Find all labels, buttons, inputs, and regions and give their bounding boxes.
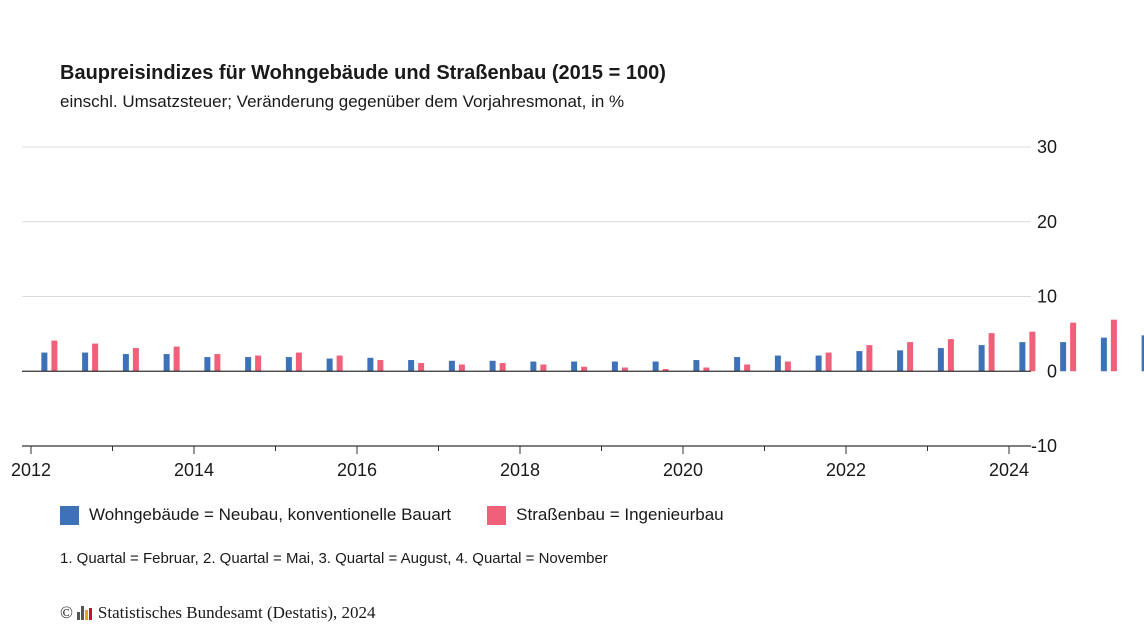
copyright-symbol: © xyxy=(60,603,73,622)
bar-series1[interactable] xyxy=(122,354,129,372)
bar-series2[interactable] xyxy=(1029,331,1036,372)
bar-series2[interactable] xyxy=(1110,319,1117,372)
bar-series1[interactable] xyxy=(652,361,659,372)
x-tick-label: 2016 xyxy=(337,460,377,480)
legend-swatch-series2 xyxy=(487,505,507,525)
source-text: Statistisches Bundesamt (Destatis), 2024 xyxy=(97,603,376,622)
legend: Wohngebäude = Neubau, konventionelle Bau… xyxy=(60,505,724,525)
gridlines xyxy=(22,146,1031,297)
bar-series2[interactable] xyxy=(662,369,669,372)
bar-series2[interactable] xyxy=(947,339,954,372)
bar-series1[interactable] xyxy=(245,357,252,372)
bar-series2[interactable] xyxy=(703,367,710,372)
bar-series2[interactable] xyxy=(744,364,751,372)
bar-series1[interactable] xyxy=(326,358,333,372)
bar-series2[interactable] xyxy=(458,364,465,372)
legend-item-series1[interactable]: Wohngebäude = Neubau, konventionelle Bau… xyxy=(60,505,451,525)
bar-series2[interactable] xyxy=(418,363,425,372)
bar-series1[interactable] xyxy=(693,360,700,372)
legend-label-series2: Straßenbau = Ingenieurbau xyxy=(516,505,724,524)
bar-series2[interactable] xyxy=(1070,322,1077,372)
bar-series1[interactable] xyxy=(611,361,618,372)
bar-series1[interactable] xyxy=(1060,342,1067,372)
x-tick-label: 2012 xyxy=(11,460,51,480)
source-line: © Statistisches Bundesamt (Destatis), 20… xyxy=(60,603,376,623)
bar-series2[interactable] xyxy=(907,342,914,372)
bar-series1[interactable] xyxy=(734,357,741,372)
bar-series1[interactable] xyxy=(367,357,374,372)
x-tick-label: 2014 xyxy=(174,460,214,480)
bar-series2[interactable] xyxy=(51,340,58,372)
axes: -10 0 10 20 30 2012 2014 2016 2018 2020 2022 2024 xyxy=(11,137,1057,480)
x-tick-label: 2024 xyxy=(989,460,1029,480)
x-tick-label: 2018 xyxy=(500,460,540,480)
bar-series1[interactable] xyxy=(815,355,822,372)
bar-series2[interactable] xyxy=(784,361,791,372)
bar-series1[interactable] xyxy=(163,354,170,372)
bar-series1[interactable] xyxy=(82,352,89,372)
bar-series2[interactable] xyxy=(295,352,302,372)
bar-series2[interactable] xyxy=(866,345,873,372)
bar-series2[interactable] xyxy=(988,333,995,372)
bar-series1[interactable] xyxy=(448,360,455,372)
bar-series1[interactable] xyxy=(897,350,904,372)
bar-series1[interactable] xyxy=(204,357,211,372)
bar-series1[interactable] xyxy=(285,357,292,372)
bar-series2[interactable] xyxy=(255,355,262,372)
bar-series1[interactable] xyxy=(489,360,496,372)
bar-series2[interactable] xyxy=(825,352,832,372)
bar-series1[interactable] xyxy=(408,360,415,372)
bar-series2[interactable] xyxy=(621,367,628,372)
destatis-logo-icon xyxy=(76,606,92,620)
bars xyxy=(41,319,1144,372)
legend-swatch-series1 xyxy=(60,505,79,525)
bar-series1[interactable] xyxy=(774,355,781,372)
bar-series1[interactable] xyxy=(1100,337,1107,372)
bar-series1[interactable] xyxy=(1019,342,1026,372)
bar-series1[interactable] xyxy=(1141,335,1144,372)
bar-series2[interactable] xyxy=(499,363,506,372)
chart-svg: -10 0 10 20 30 2012 2014 2016 2018 2020 2022 2024 xyxy=(11,137,1144,480)
y-tick-label: 0 xyxy=(1047,361,1057,381)
bar-series2[interactable] xyxy=(132,348,139,372)
bar-series2[interactable] xyxy=(92,343,99,372)
bar-series1[interactable] xyxy=(571,361,578,372)
bar-series2[interactable] xyxy=(214,354,221,372)
x-tick-label: 2022 xyxy=(826,460,866,480)
y-tick-label: -10 xyxy=(1031,436,1057,456)
bar-series2[interactable] xyxy=(173,346,180,372)
footnote: 1. Quartal = Februar, 2. Quartal = Mai, … xyxy=(60,550,608,567)
chart-subtitle: einschl. Umsatzsteuer; Veränderung gegen… xyxy=(60,92,625,111)
chart-title: Baupreisindizes für Wohngebäude und Stra… xyxy=(60,62,666,84)
y-tick-label: 30 xyxy=(1037,137,1057,157)
bar-series1[interactable] xyxy=(41,352,48,372)
bar-series2[interactable] xyxy=(540,364,547,372)
y-tick-label: 10 xyxy=(1037,287,1057,307)
bar-series2[interactable] xyxy=(581,366,588,372)
legend-label-series1: Wohngebäude = Neubau, konventionelle Bau… xyxy=(89,505,452,524)
legend-item-series2[interactable]: Straßenbau = Ingenieurbau xyxy=(487,505,724,525)
bar-series2[interactable] xyxy=(336,355,343,372)
bar-series1[interactable] xyxy=(978,345,985,372)
bar-series1[interactable] xyxy=(530,361,537,372)
bar-series1[interactable] xyxy=(937,348,944,372)
y-tick-label: 20 xyxy=(1037,212,1057,232)
bar-series2[interactable] xyxy=(377,360,384,372)
x-tick-label: 2020 xyxy=(663,460,703,480)
bar-series1[interactable] xyxy=(856,351,863,372)
